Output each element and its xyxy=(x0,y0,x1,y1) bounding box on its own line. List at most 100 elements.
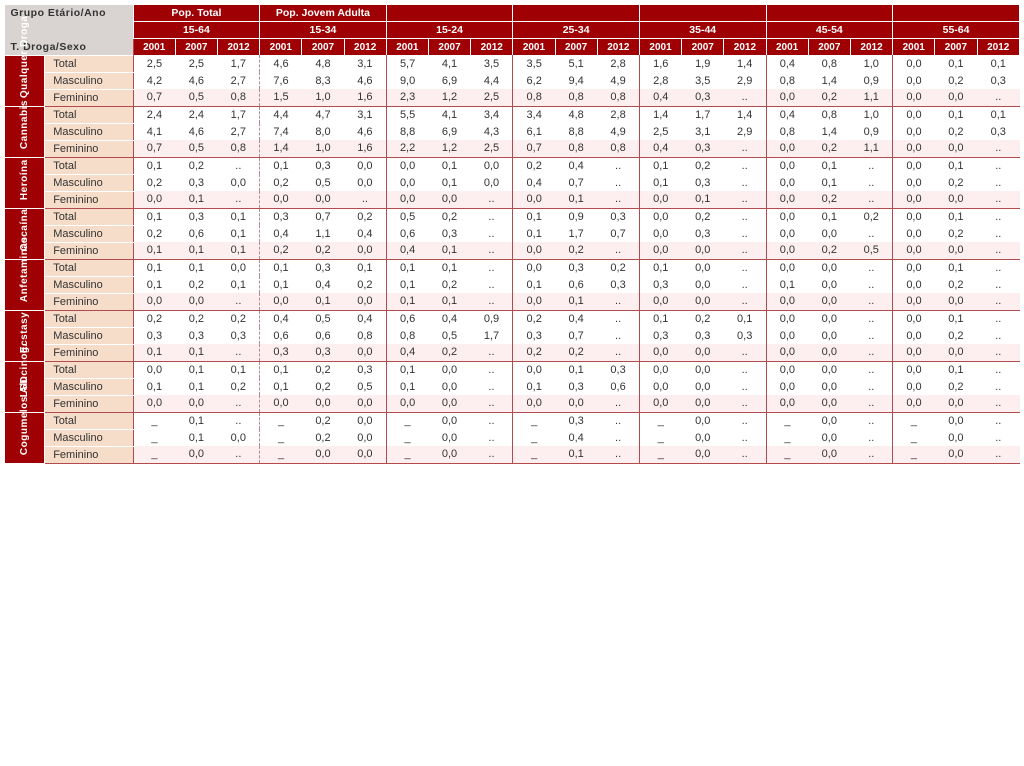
data-cell: 0,1 xyxy=(555,361,597,378)
sex-label: Masculino xyxy=(45,225,133,242)
data-cell: 0,2 xyxy=(133,310,175,327)
data-cell: 0,0 xyxy=(555,395,597,412)
data-cell: 0,2 xyxy=(808,191,850,208)
data-cell: .. xyxy=(471,361,513,378)
data-cell: 0,0 xyxy=(766,293,808,310)
data-cell: 0,1 xyxy=(133,242,175,259)
group-sub: 15-24 xyxy=(386,22,513,39)
data-cell: 0,0 xyxy=(260,293,302,310)
data-cell: 0,0 xyxy=(766,310,808,327)
data-cell: 0,9 xyxy=(850,72,892,89)
data-cell: 0,1 xyxy=(428,174,470,191)
data-cell: 0,0 xyxy=(766,395,808,412)
data-cell: 0,0 xyxy=(513,242,555,259)
data-cell: .. xyxy=(217,191,259,208)
year-header: 2007 xyxy=(175,39,217,56)
data-cell: 1,6 xyxy=(344,89,386,106)
data-cell: 0,0 xyxy=(893,259,935,276)
data-cell: 1,9 xyxy=(682,55,724,72)
data-cell: 0,1 xyxy=(639,259,681,276)
data-cell: 0,4 xyxy=(513,174,555,191)
data-cell: 0,3 xyxy=(682,89,724,106)
data-cell: 0,2 xyxy=(344,208,386,225)
data-cell: .. xyxy=(977,293,1020,310)
data-cell: 8,8 xyxy=(555,123,597,140)
data-cell: 0,0 xyxy=(513,191,555,208)
data-cell: 0,3 xyxy=(639,276,681,293)
data-cell: .. xyxy=(977,361,1020,378)
data-cell: 0,3 xyxy=(302,259,344,276)
data-cell: .. xyxy=(724,157,766,174)
data-cell: 0,8 xyxy=(555,140,597,157)
data-cell: .. xyxy=(850,446,892,463)
data-cell: 0,5 xyxy=(175,140,217,157)
data-cell: 0,3 xyxy=(682,140,724,157)
data-cell: 0,0 xyxy=(513,259,555,276)
data-cell: 0,1 xyxy=(935,259,977,276)
data-cell: 0,0 xyxy=(893,72,935,89)
sex-label: Masculino xyxy=(45,276,133,293)
data-cell: 0,8 xyxy=(217,89,259,106)
data-cell: _ xyxy=(639,429,681,446)
data-cell: 2,5 xyxy=(133,55,175,72)
data-cell: 0,0 xyxy=(344,174,386,191)
data-cell: 0,7 xyxy=(133,140,175,157)
drug-label: Anfetaminas xyxy=(5,259,45,310)
data-cell: 0,0 xyxy=(217,429,259,446)
data-cell: 4,6 xyxy=(344,72,386,89)
data-cell: 2,8 xyxy=(597,106,639,123)
data-cell: 0,0 xyxy=(893,378,935,395)
data-cell: 0,1 xyxy=(555,446,597,463)
data-cell: 0,0 xyxy=(808,361,850,378)
data-cell: .. xyxy=(724,361,766,378)
data-cell: 0,0 xyxy=(175,446,217,463)
data-cell: 0,1 xyxy=(175,361,217,378)
data-cell: 1,2 xyxy=(428,89,470,106)
data-cell: 0,1 xyxy=(260,259,302,276)
data-cell: 0,0 xyxy=(682,242,724,259)
year-header: 2001 xyxy=(133,39,175,56)
sex-label: Total xyxy=(45,208,133,225)
data-cell: 0,1 xyxy=(808,208,850,225)
data-cell: .. xyxy=(724,242,766,259)
data-cell: 0,0 xyxy=(513,361,555,378)
data-cell: 0,0 xyxy=(513,395,555,412)
data-cell: 0,0 xyxy=(766,174,808,191)
data-cell: _ xyxy=(386,412,428,429)
data-cell: 0,1 xyxy=(935,106,977,123)
data-cell: 0,2 xyxy=(850,208,892,225)
data-cell: 0,3 xyxy=(724,327,766,344)
data-cell: 0,1 xyxy=(639,310,681,327)
data-cell: 0,0 xyxy=(893,327,935,344)
data-cell: 0,1 xyxy=(217,225,259,242)
data-cell: 4,6 xyxy=(175,123,217,140)
data-cell: 1,0 xyxy=(302,89,344,106)
data-cell: 0,1 xyxy=(935,310,977,327)
data-cell: 0,2 xyxy=(302,412,344,429)
data-cell: 0,0 xyxy=(428,378,470,395)
data-cell: 0,4 xyxy=(386,344,428,361)
data-cell: 0,0 xyxy=(133,191,175,208)
data-cell: 0,2 xyxy=(513,310,555,327)
data-cell: 0,2 xyxy=(260,242,302,259)
data-cell: 1,4 xyxy=(260,140,302,157)
data-cell: .. xyxy=(977,310,1020,327)
drug-label: Cogumelos Alucinog. xyxy=(5,412,45,463)
data-cell: 0,0 xyxy=(639,361,681,378)
data-cell: 0,1 xyxy=(260,157,302,174)
data-cell: .. xyxy=(597,395,639,412)
data-cell: 0,0 xyxy=(893,174,935,191)
data-cell: 0,1 xyxy=(386,259,428,276)
data-cell: 0,2 xyxy=(302,378,344,395)
data-cell: 0,2 xyxy=(513,344,555,361)
data-cell: 0,1 xyxy=(808,157,850,174)
data-cell: 0,0 xyxy=(808,344,850,361)
data-cell: 0,1 xyxy=(386,276,428,293)
data-cell: 0,0 xyxy=(428,361,470,378)
data-cell: 0,4 xyxy=(766,55,808,72)
drug-label: Qualquer Droga xyxy=(5,55,45,106)
data-cell: .. xyxy=(977,157,1020,174)
data-cell: .. xyxy=(217,293,259,310)
data-cell: 0,7 xyxy=(302,208,344,225)
data-cell: 0,2 xyxy=(597,259,639,276)
